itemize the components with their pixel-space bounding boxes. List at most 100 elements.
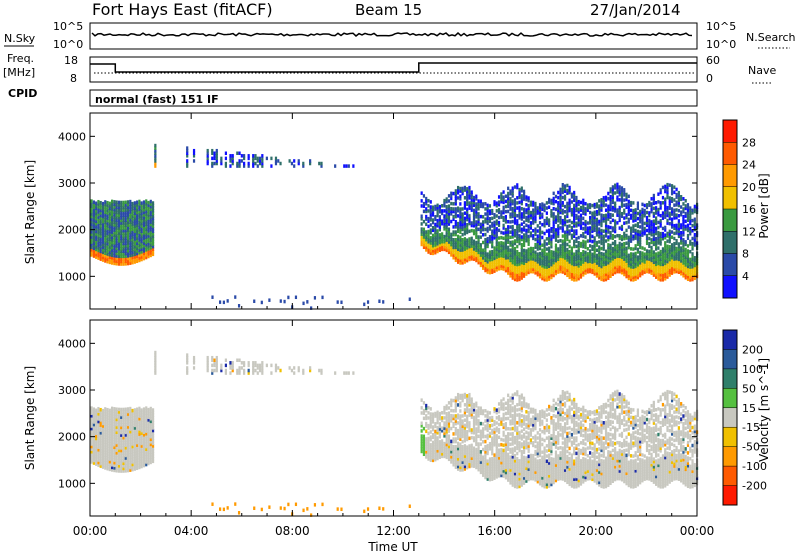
velocity-cell: [211, 355, 214, 360]
power-cell: [511, 206, 514, 211]
power-cell: [673, 213, 676, 218]
velocity-cell: [220, 363, 223, 368]
velocity-cell: [151, 457, 155, 461]
power-cell: [554, 246, 558, 250]
power-cell: [561, 188, 564, 192]
power-cell: [475, 222, 478, 227]
velocity-cell: [450, 460, 453, 464]
velocity-cell: [97, 463, 100, 467]
power-cell: [648, 231, 651, 236]
power-cell: [545, 216, 548, 221]
power-cell: [620, 237, 624, 242]
velocity-cell: [108, 429, 111, 433]
power-cell: [243, 164, 246, 168]
velocity-cell: [129, 432, 132, 436]
power-cell: [90, 235, 93, 239]
power-cell: [689, 273, 692, 277]
power-cell: [425, 232, 428, 237]
velocity-cell: [129, 450, 132, 454]
power-cell: [677, 244, 680, 249]
power-cell: [486, 218, 489, 223]
power-cell: [561, 211, 564, 215]
power-cell: [686, 249, 690, 253]
power-cell: [659, 201, 662, 205]
velocity-cell: [470, 443, 473, 448]
velocity-cell: [117, 448, 121, 453]
power-cell: [534, 232, 537, 237]
velocity-cell: [454, 447, 457, 452]
power-cell: [593, 213, 596, 217]
velocity-cell: [482, 409, 485, 413]
velocity-cell: [192, 361, 196, 365]
power-cell: [468, 185, 471, 190]
velocity-cell: [124, 451, 127, 455]
power-cell: [661, 211, 665, 215]
velocity-cell: [431, 432, 435, 437]
power-cell: [641, 207, 644, 212]
velocity-cell: [477, 408, 480, 413]
power-cell: [488, 216, 492, 221]
power-cell: [611, 192, 614, 197]
velocity-cell: [466, 409, 469, 413]
power-cell: [675, 269, 678, 274]
power-cell: [568, 252, 571, 256]
power-cell: [441, 242, 444, 247]
power-cell: [151, 201, 155, 205]
power-cell: [104, 223, 107, 227]
power-cell: [463, 239, 467, 244]
velocity-cell: [131, 426, 134, 431]
power-cell: [566, 237, 569, 242]
power-cell: [566, 224, 569, 229]
velocity-cell: [452, 414, 455, 418]
power-cell: [520, 268, 523, 273]
power-cell: [643, 247, 646, 251]
power-cell: [573, 265, 576, 269]
power-cell: [509, 274, 512, 278]
power-cell: [627, 235, 630, 240]
velocity-cell: [147, 441, 150, 445]
power-cell: [541, 276, 544, 281]
power-cell: [659, 237, 662, 241]
power-cell: [573, 193, 576, 197]
power-cell: [534, 245, 537, 249]
power-cell: [682, 217, 685, 222]
power-cell: [101, 230, 105, 234]
velocity-cell: [122, 456, 125, 460]
power-cell: [461, 250, 464, 255]
velocity-cell: [447, 426, 451, 431]
power-cell: [634, 233, 637, 238]
power-cell: [142, 228, 146, 233]
power-cell: [122, 231, 125, 235]
power-cell: [140, 227, 143, 231]
velocity-cell: [142, 407, 146, 411]
power-cell: [561, 229, 564, 233]
power-cell: [145, 235, 148, 239]
velocity-cell: [149, 447, 152, 452]
power-cell: [463, 257, 467, 262]
power-cell: [145, 209, 148, 214]
velocity-cell: [151, 446, 155, 451]
power-cell: [593, 246, 596, 251]
velocity-cell: [309, 366, 312, 370]
power-cell: [133, 229, 136, 233]
power-cell: [664, 200, 667, 204]
velocity-cell: [343, 371, 346, 375]
velocity-cell: [115, 409, 118, 414]
power-cell: [604, 257, 608, 261]
power-cell: [461, 258, 464, 263]
velocity-cell: [106, 466, 109, 471]
power-cell: [541, 230, 544, 235]
power-cell: [534, 263, 537, 267]
power-cell: [664, 246, 667, 250]
power-cell: [584, 230, 587, 234]
velocity-cell: [151, 449, 155, 453]
power-cell: [516, 206, 519, 210]
power-cell: [579, 259, 583, 264]
power-cell: [657, 192, 660, 196]
power-cell: [618, 210, 621, 215]
power-cell: [616, 259, 619, 264]
power-cell: [224, 151, 228, 155]
velocity-cell: [247, 371, 250, 375]
power-cell: [140, 201, 143, 205]
power-cell: [520, 245, 523, 250]
